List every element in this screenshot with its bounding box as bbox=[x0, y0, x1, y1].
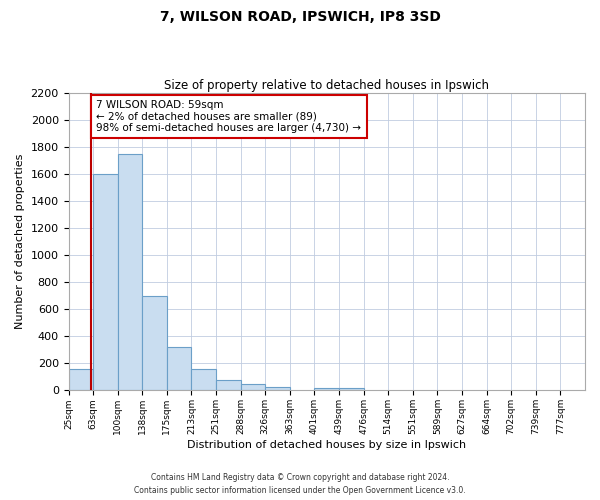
Bar bbox=[241, 384, 265, 390]
Text: 7, WILSON ROAD, IPSWICH, IP8 3SD: 7, WILSON ROAD, IPSWICH, IP8 3SD bbox=[160, 10, 440, 24]
X-axis label: Distribution of detached houses by size in Ipswich: Distribution of detached houses by size … bbox=[187, 440, 466, 450]
Bar bbox=[314, 388, 339, 390]
Bar bbox=[191, 369, 216, 390]
Bar bbox=[93, 174, 118, 390]
Y-axis label: Number of detached properties: Number of detached properties bbox=[15, 154, 25, 330]
Text: Contains HM Land Registry data © Crown copyright and database right 2024.
Contai: Contains HM Land Registry data © Crown c… bbox=[134, 474, 466, 495]
Bar bbox=[167, 347, 191, 391]
Bar bbox=[265, 387, 290, 390]
Title: Size of property relative to detached houses in Ipswich: Size of property relative to detached ho… bbox=[164, 79, 489, 92]
Text: 7 WILSON ROAD: 59sqm
← 2% of detached houses are smaller (89)
98% of semi-detach: 7 WILSON ROAD: 59sqm ← 2% of detached ho… bbox=[97, 100, 361, 133]
Bar bbox=[68, 369, 93, 390]
Bar bbox=[118, 154, 142, 390]
Bar bbox=[216, 380, 241, 390]
Bar bbox=[142, 296, 167, 390]
Bar bbox=[339, 388, 364, 390]
